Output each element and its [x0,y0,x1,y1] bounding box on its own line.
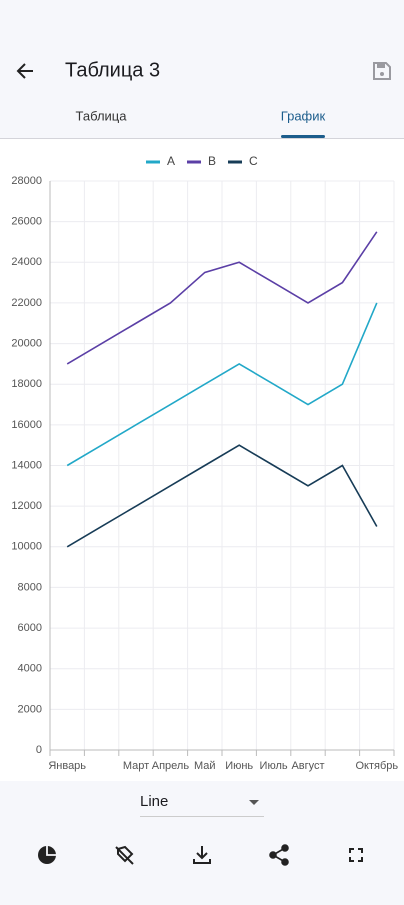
back-arrow [16,63,33,79]
y-tick-label: 10000 [11,541,42,553]
toolbar [38,844,363,866]
legend-label: B [208,154,216,168]
y-tick-label: 8000 [18,581,42,593]
app-title: Таблица 3 [65,59,160,81]
series-line [66,444,378,548]
share-lines [271,847,286,863]
tab-indicator [281,135,325,138]
pie-icon-cut [46,846,56,856]
legend-label: C [249,154,258,168]
x-tick-label: Апрель [152,760,190,772]
tab-active[interactable]: График [281,108,326,123]
y-tick-label: 0 [36,744,42,756]
save-icon [373,62,391,80]
legend-label: A [167,154,175,168]
y-tick-label: 14000 [11,459,42,471]
y-tick-label: 24000 [11,256,42,268]
x-tick-label: Июнь [225,760,253,772]
x-tick-label: Октябрь [355,760,398,772]
x-tick-label: Август [291,760,324,772]
series-line [66,302,378,467]
dropdown-arrow [249,800,259,805]
back-button[interactable] [16,63,33,79]
dropdown-value: Line [140,793,168,810]
y-tick-label: 16000 [11,419,42,431]
y-tick-label: 26000 [11,216,42,228]
chart-panel [0,139,404,781]
x-tick-label: Май [194,760,216,772]
y-tick-label: 12000 [11,500,42,512]
save-button[interactable] [373,62,391,80]
fullscreen-icon [349,848,363,862]
x-tick-label: Март [123,760,149,772]
y-tick-label: 4000 [18,663,42,675]
y-tick-label: 22000 [11,297,42,309]
y-tick-label: 6000 [18,622,42,634]
save-icon-part [377,64,385,68]
series-line [66,231,378,365]
y-tick-label: 20000 [11,337,42,349]
save-icon-part [380,72,384,76]
fullscreen-button[interactable] [349,848,363,862]
pie-button[interactable] [38,846,56,864]
tab[interactable]: Таблица [76,108,128,123]
labels-off-button[interactable] [115,845,134,865]
label-icon [117,845,134,863]
download-button[interactable] [193,846,211,864]
y-tick-label: 18000 [11,378,42,390]
download-icon [193,846,211,864]
y-tick-label: 28000 [11,175,42,187]
y-tick-label: 2000 [18,703,42,715]
label-icon-slash [115,846,134,865]
chart-type-dropdown[interactable]: Line [140,793,264,817]
share-button[interactable] [269,844,289,866]
x-tick-label: Июль [260,760,288,772]
x-tick-label: Январь [48,760,86,772]
